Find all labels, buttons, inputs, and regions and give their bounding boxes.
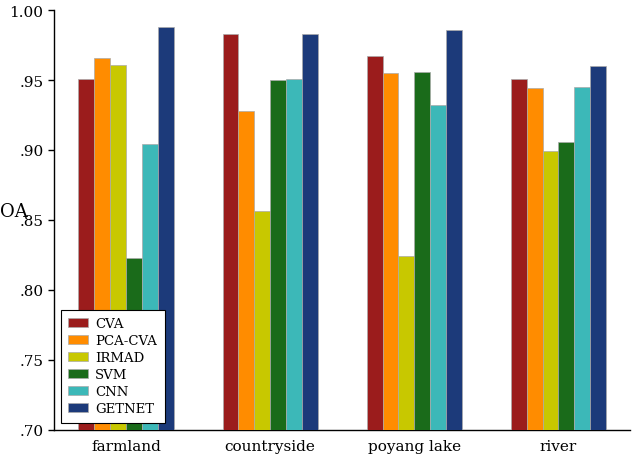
Y-axis label: OA: OA [0,202,27,220]
Bar [414,73,430,430]
Bar [238,112,254,430]
Bar [382,74,398,430]
Bar [110,66,126,430]
Bar [543,152,558,430]
Bar [590,67,606,430]
Bar [158,28,174,430]
Bar [270,81,286,430]
Legend: CVA, PCA-CVA, IRMAD, SVM, CNN, GETNET: CVA, PCA-CVA, IRMAD, SVM, CNN, GETNET [60,310,165,423]
Bar [527,89,543,430]
Bar [94,58,110,430]
Bar [286,79,302,430]
Bar [223,35,238,430]
Bar [302,35,318,430]
Bar [367,57,382,430]
Bar [558,142,574,430]
Bar [511,79,527,430]
Bar [430,106,446,430]
Bar [446,31,462,430]
Bar [254,212,270,430]
Bar [398,257,414,430]
Bar [142,145,158,430]
Bar [574,88,590,430]
Bar [126,258,142,430]
Bar [78,79,94,430]
